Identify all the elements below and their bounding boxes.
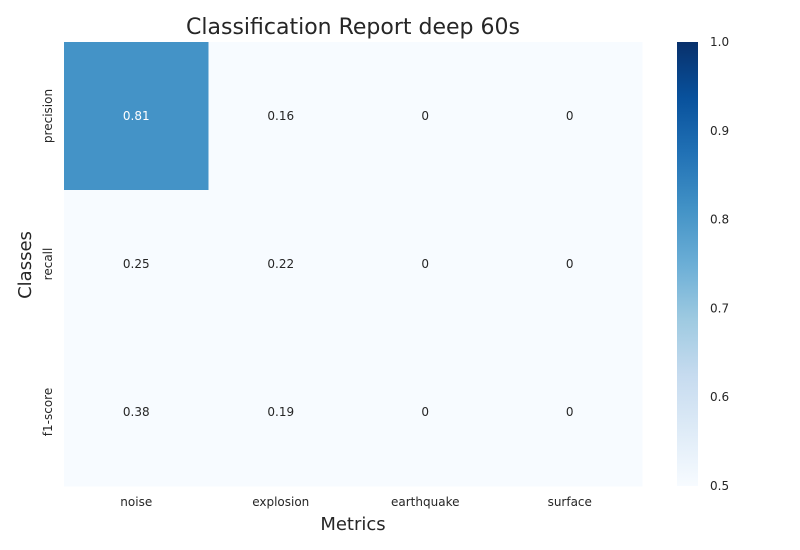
y-tick-label: precision — [41, 89, 55, 143]
heatmap-cell — [64, 190, 209, 339]
cell-value-label: 0.16 — [267, 109, 294, 123]
colorbar-tick-label: 0.6 — [710, 390, 729, 404]
heatmap-cell — [208, 338, 354, 487]
cell-value-label: 0 — [421, 405, 429, 419]
colorbar-tick-label: 0.9 — [710, 124, 729, 138]
x-tick-label: earthquake — [391, 495, 459, 509]
colorbar-tick-labels: 0.5 0.6 0.7 0.8 0.9 1.0 — [710, 35, 729, 493]
heatmap-cell — [353, 338, 498, 487]
cell-value-label: 0 — [566, 405, 574, 419]
y-tick-label: f1-score — [41, 388, 55, 436]
x-axis-label: Metrics — [320, 514, 385, 535]
x-tick-labels: noise explosion earthquake surface — [120, 495, 592, 509]
cell-value-label: 0.38 — [123, 405, 150, 419]
colorbar-tick-label: 0.8 — [710, 213, 729, 227]
y-axis-label: Classes — [15, 231, 36, 299]
colorbar — [677, 42, 698, 486]
chart-title: Classification Report deep 60s — [186, 15, 520, 40]
heatmap-cell — [497, 42, 643, 191]
heatmap-cell — [353, 42, 498, 191]
cell-value-label: 0.25 — [123, 257, 150, 271]
colorbar-tick-label: 1.0 — [710, 35, 729, 49]
heatmap-cell — [497, 338, 643, 487]
cell-value-label: 0.22 — [267, 257, 294, 271]
heatmap-cell — [64, 338, 209, 487]
cell-value-label: 0 — [421, 257, 429, 271]
heatmap-cell — [208, 190, 354, 339]
heatmap-cell — [353, 190, 498, 339]
colorbar-tick-label: 0.7 — [710, 301, 729, 315]
cell-value-label: 0.19 — [267, 405, 294, 419]
y-tick-label: recall — [41, 248, 55, 281]
cell-value-label: 0 — [566, 257, 574, 271]
heatmap-cell — [64, 42, 209, 191]
cell-value-label: 0 — [421, 109, 429, 123]
colorbar-tick-label: 0.5 — [710, 479, 729, 493]
x-tick-label: noise — [120, 495, 152, 509]
heatmap-cell — [497, 190, 643, 339]
cell-value-label: 0 — [566, 109, 574, 123]
y-tick-labels: precision recall f1-score — [41, 89, 55, 436]
heatmap-cell — [208, 42, 354, 191]
x-tick-label: surface — [548, 495, 592, 509]
heatmap-cells: 0.81 0.16 0 0 0.25 0.22 0 0 0.38 0.19 0 0 — [64, 42, 643, 487]
cell-value-label: 0.81 — [123, 109, 150, 123]
x-tick-label: explosion — [252, 495, 309, 509]
